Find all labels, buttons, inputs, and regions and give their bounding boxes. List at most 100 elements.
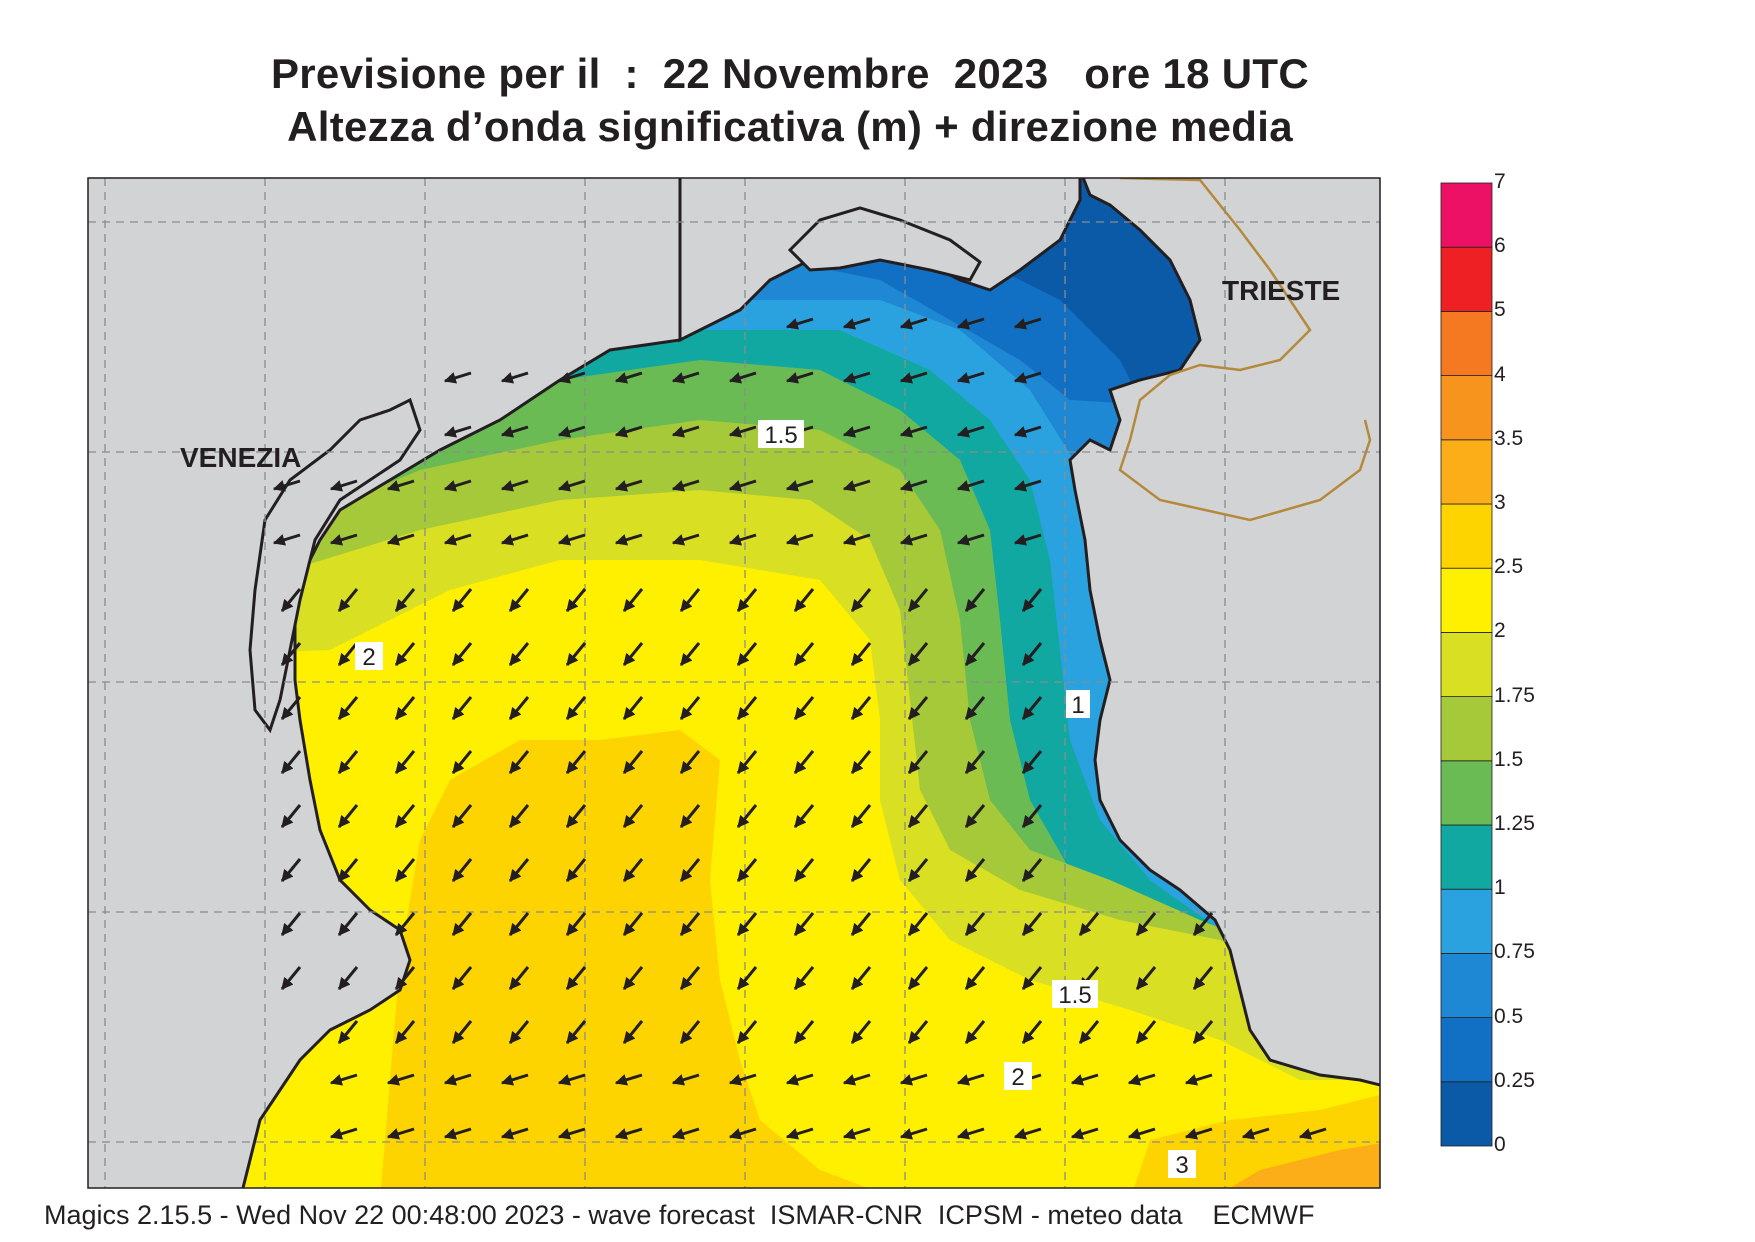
wave-arrow: [394, 804, 416, 828]
wave-arrow: [907, 750, 929, 774]
wave-arrow: [679, 696, 701, 720]
place-label-venezia: VENEZIA: [180, 442, 301, 473]
wave-arrow: [337, 642, 359, 666]
wave-arrow: [500, 1127, 529, 1140]
wave-arrow: [565, 966, 587, 990]
wave-arrow: [899, 1073, 928, 1086]
wave-arrow: [394, 696, 416, 720]
land-grado-island: [787, 206, 982, 282]
wave-arrow: [337, 858, 359, 882]
wave-arrow: [1021, 1020, 1043, 1044]
wave-arrow: [671, 371, 700, 384]
wave-arrow: [1021, 588, 1043, 612]
wave-arrow: [671, 533, 700, 546]
wave-arrow: [1070, 1073, 1099, 1086]
wave-arrow: [622, 912, 644, 936]
colorbar-tick-label: 2.5: [1494, 555, 1524, 579]
wave-arrow: [337, 588, 359, 612]
wave-arrow: [842, 371, 871, 384]
wave-arrow: [508, 696, 530, 720]
wave-arrow: [785, 1127, 814, 1140]
wave-arrow: [850, 912, 872, 936]
wave-arrow: [614, 371, 643, 384]
wave-arrow: [614, 479, 643, 492]
wave-arrow: [907, 1020, 929, 1044]
wave-arrow: [728, 533, 757, 546]
wave-arrow: [736, 858, 758, 882]
wave-arrow: [728, 425, 757, 438]
wave-arrow: [337, 750, 359, 774]
wave-arrow: [850, 1020, 872, 1044]
wave-arrow: [508, 912, 530, 936]
wave-arrow: [394, 912, 416, 936]
wave-arrow: [272, 533, 301, 546]
colorbar-swatch: [1440, 439, 1493, 505]
wave-arrow: [614, 1127, 643, 1140]
wave-arrow: [899, 1127, 928, 1140]
wave-arrow: [964, 750, 986, 774]
wave-arrow: [1013, 371, 1042, 384]
wave-arrow: [1135, 1020, 1157, 1044]
contour-label: 1.5: [764, 422, 797, 449]
wave-arrow: [850, 750, 872, 774]
wave-arrow: [451, 912, 473, 936]
colorbar-tick-label: 0.5: [1494, 1004, 1524, 1028]
wave-arrow: [337, 912, 359, 936]
colorbar-tick-label: 3: [1494, 491, 1506, 514]
wave-arrow: [964, 966, 986, 990]
wave-arrow: [785, 479, 814, 492]
wave-arrow: [451, 642, 473, 666]
wave-arrow: [907, 588, 929, 612]
wave-arrow: [329, 1127, 358, 1140]
wave-arrow: [1013, 317, 1042, 330]
wave-arrow: [793, 588, 815, 612]
wave-arrow: [899, 425, 928, 438]
wave-arrow: [736, 696, 758, 720]
wave-arrow: [907, 804, 929, 828]
wave-arrow: [394, 966, 416, 990]
colorbar-swatch: [1440, 246, 1493, 312]
wave-arrow: [793, 804, 815, 828]
wave-arrow: [443, 479, 472, 492]
colorbar-tick-label: 3.5: [1494, 426, 1524, 450]
wave-arrow: [956, 425, 985, 438]
wave-arrow: [1135, 966, 1157, 990]
wave-arrow: [451, 588, 473, 612]
wave-arrow: [565, 642, 587, 666]
wave-arrow: [565, 750, 587, 774]
wave-arrow: [329, 533, 358, 546]
wave-arrow: [842, 1073, 871, 1086]
wave-arrow: [508, 804, 530, 828]
wave-arrow: [1021, 804, 1043, 828]
wave-arrow: [964, 804, 986, 828]
wave-arrow: [1127, 1073, 1156, 1086]
wave-arrow: [956, 1127, 985, 1140]
wave-arrow: [679, 912, 701, 936]
wave-arrow: [500, 479, 529, 492]
wave-arrow: [899, 533, 928, 546]
wave-arrow: [337, 696, 359, 720]
wave-arrow: [394, 750, 416, 774]
wave-arrow: [394, 588, 416, 612]
wave-arrow: [500, 1073, 529, 1086]
wave-arrow: [1192, 912, 1214, 936]
wave-arrow: [671, 1127, 700, 1140]
wave-arrow: [964, 642, 986, 666]
wave-arrow: [622, 804, 644, 828]
wave-arrow: [1184, 1073, 1213, 1086]
wave-arrow: [451, 804, 473, 828]
wave-arrow: [728, 371, 757, 384]
wave-arrow: [443, 533, 472, 546]
wave-arrow: [842, 479, 871, 492]
wave-arrow: [394, 858, 416, 882]
contour-label: 2: [362, 644, 375, 671]
sea-band-2.5: [381, 730, 868, 1188]
wave-arrow: [329, 479, 358, 492]
wave-arrow: [451, 696, 473, 720]
wave-arrow: [1013, 479, 1042, 492]
wave-arrow: [1184, 1127, 1213, 1140]
colorbar-swatch: [1440, 953, 1493, 1019]
wave-arrow: [280, 642, 302, 666]
wave-arrow: [899, 371, 928, 384]
